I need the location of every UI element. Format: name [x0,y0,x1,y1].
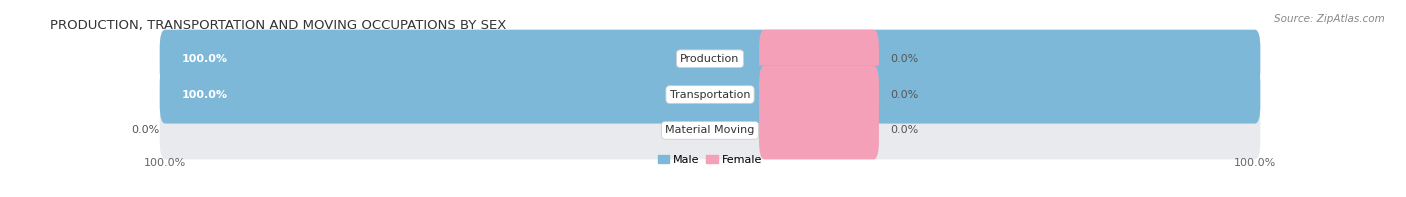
FancyBboxPatch shape [759,66,879,124]
FancyBboxPatch shape [160,66,1260,124]
Text: Transportation: Transportation [669,90,751,99]
FancyBboxPatch shape [160,30,1260,88]
FancyBboxPatch shape [759,101,879,159]
Text: PRODUCTION, TRANSPORTATION AND MOVING OCCUPATIONS BY SEX: PRODUCTION, TRANSPORTATION AND MOVING OC… [49,19,506,32]
Text: 0.0%: 0.0% [890,90,918,99]
Text: Source: ZipAtlas.com: Source: ZipAtlas.com [1274,14,1385,24]
FancyBboxPatch shape [160,101,1260,159]
Text: Material Moving: Material Moving [665,125,755,135]
Text: 0.0%: 0.0% [890,54,918,64]
Legend: Male, Female: Male, Female [654,150,766,169]
Text: 100.0%: 100.0% [181,54,228,64]
Text: Production: Production [681,54,740,64]
FancyBboxPatch shape [160,66,1260,124]
Text: 0.0%: 0.0% [890,125,918,135]
FancyBboxPatch shape [160,30,1260,88]
Text: 100.0%: 100.0% [181,90,228,99]
Text: 0.0%: 0.0% [132,125,160,135]
FancyBboxPatch shape [759,30,879,88]
